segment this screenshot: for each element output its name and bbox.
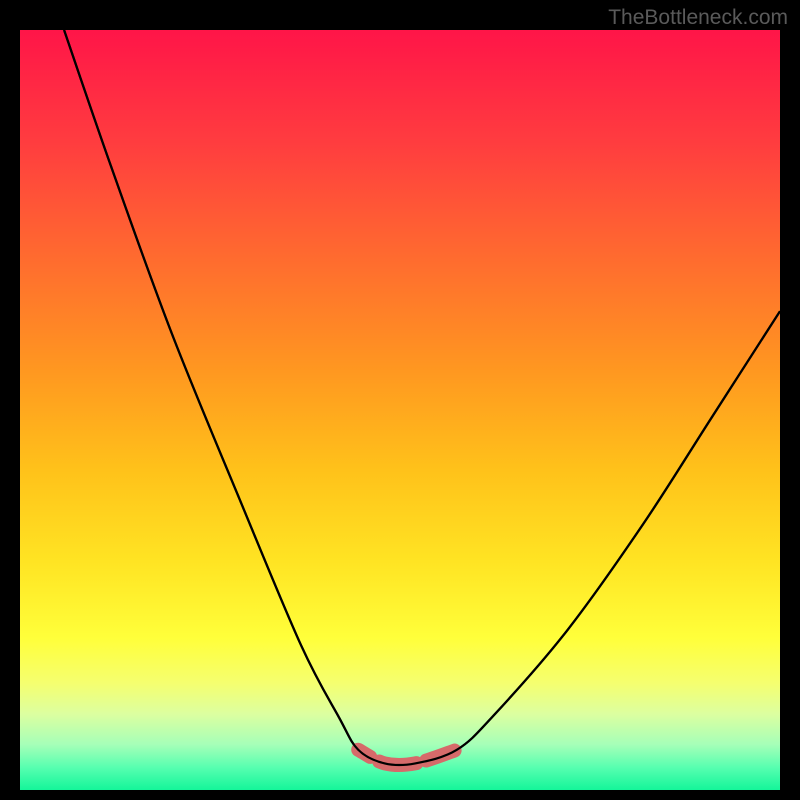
- valley-accent: [358, 749, 460, 765]
- watermark-label: TheBottleneck.com: [608, 6, 788, 30]
- chart-stage: TheBottleneck.com: [0, 0, 800, 800]
- curve-layer: [20, 30, 780, 790]
- plot-area: [20, 30, 780, 790]
- bottleneck-curve-overlay: [64, 30, 780, 765]
- bottleneck-curve: [64, 30, 780, 765]
